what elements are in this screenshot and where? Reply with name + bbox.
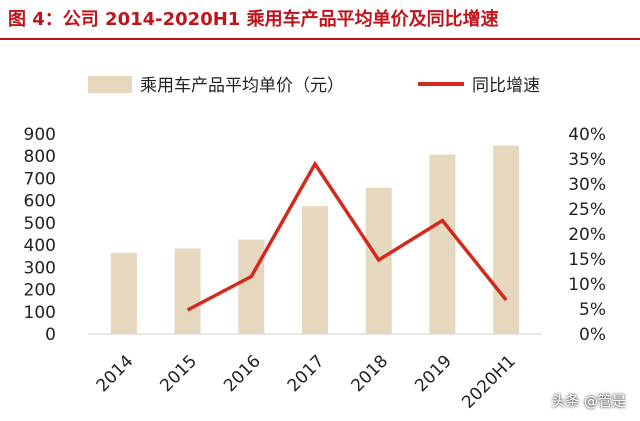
left-axis-tick-label: 200 (24, 281, 56, 301)
x-axis-tick-label: 2019 (411, 351, 456, 396)
right-axis-tick-label: 25% (568, 200, 606, 220)
left-axis-tick-label: 100 (24, 303, 56, 323)
legend-bar-label: 乘用车产品平均单价（元） (140, 76, 344, 96)
left-axis-tick-label: 800 (24, 147, 56, 167)
title-underline (0, 38, 640, 40)
x-axis-tick-label: 2015 (156, 351, 201, 396)
bars (110, 145, 520, 334)
right-axis-tick-label: 5% (579, 300, 606, 320)
right-axis-tick-label: 0% (579, 325, 606, 345)
x-axis-tick-label: 2017 (284, 351, 329, 396)
bar (110, 252, 137, 334)
left-axis-tick-label: 300 (24, 258, 56, 278)
bar (238, 239, 265, 334)
growth-line (186, 160, 508, 312)
watermark: 头条 @管是 (551, 394, 626, 410)
x-axis-tick-label: 2016 (220, 351, 265, 396)
x-axis-tick-label: 2018 (348, 351, 393, 396)
growth-line-series (186, 160, 508, 312)
bar (174, 248, 201, 334)
left-axis-tick-label: 900 (24, 125, 56, 145)
chart-title: 图 4：公司 2014-2020H1 乘用车产品平均单价及同比增速 (8, 9, 499, 30)
right-axis: 0% 5% 10% 15% 20% 25% 30% 35% 40% (568, 125, 606, 345)
bar (493, 145, 520, 334)
right-axis-tick-label: 35% (568, 150, 606, 170)
right-axis-tick-label: 10% (568, 275, 606, 295)
x-axis-tick-label: 2020H1 (458, 351, 519, 412)
legend: 乘用车产品平均单价（元） 同比增速 (88, 76, 540, 96)
legend-bar-swatch (88, 76, 132, 93)
right-axis-tick-label: 20% (568, 225, 606, 245)
x-axis-tick-label: 2014 (93, 351, 138, 396)
left-axis-tick-label: 0 (45, 325, 56, 345)
x-axis: 2014 2015 2016 2017 2018 2019 2020H1 (88, 333, 542, 413)
left-axis-tick-label: 400 (24, 236, 56, 256)
bar (429, 154, 456, 334)
legend-line-label: 同比增速 (472, 76, 540, 96)
right-axis-tick-label: 40% (568, 125, 606, 145)
bar (302, 206, 328, 334)
left-axis-tick-label: 600 (24, 192, 56, 212)
title-bar: 图 4：公司 2014-2020H1 乘用车产品平均单价及同比增速 (0, 0, 640, 36)
left-axis-tick-label: 700 (24, 169, 56, 189)
right-axis-tick-label: 15% (568, 250, 606, 270)
left-axis-tick-label: 500 (24, 214, 56, 234)
right-axis-tick-label: 30% (568, 175, 606, 195)
